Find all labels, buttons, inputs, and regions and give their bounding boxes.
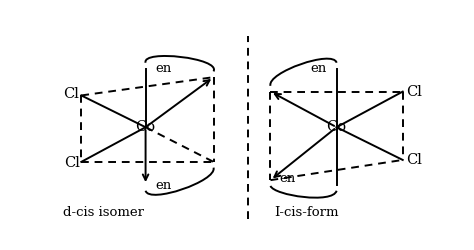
Text: en: en bbox=[156, 180, 172, 192]
Text: d-cis isomer: d-cis isomer bbox=[63, 206, 144, 220]
Text: Cl: Cl bbox=[63, 88, 79, 102]
Text: Cl: Cl bbox=[406, 84, 422, 98]
Text: en: en bbox=[156, 62, 172, 75]
Text: Cl: Cl bbox=[406, 153, 422, 167]
Text: Co: Co bbox=[136, 120, 155, 134]
Text: en: en bbox=[310, 62, 327, 75]
Text: Cl: Cl bbox=[64, 156, 80, 170]
Text: Co: Co bbox=[327, 120, 346, 134]
Text: en: en bbox=[279, 172, 295, 185]
Text: I-cis-form: I-cis-form bbox=[274, 206, 338, 220]
